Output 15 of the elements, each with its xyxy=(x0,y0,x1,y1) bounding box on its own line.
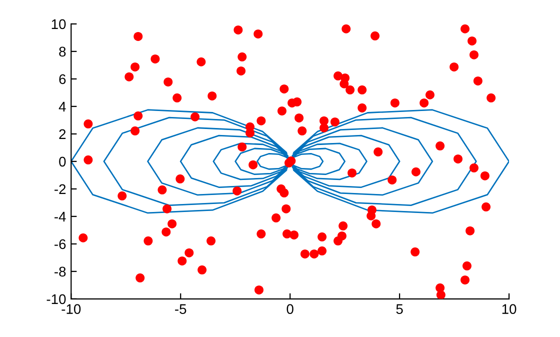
x-tick-label: 0 xyxy=(286,304,294,314)
x-tick-label: 5 xyxy=(396,304,403,314)
y-tick-label: 2 xyxy=(59,129,66,139)
x-tick-label: -5 xyxy=(175,304,186,314)
x-tick-label: 10 xyxy=(502,304,516,314)
y-tick-label: -6 xyxy=(54,239,66,250)
y-tick-label: -10 xyxy=(46,294,66,304)
y-tick-label: 8 xyxy=(59,46,66,57)
y-tick-label: -4 xyxy=(54,212,66,222)
y-tick-label: 6 xyxy=(59,74,66,84)
y-tick-label: 10 xyxy=(52,19,66,30)
y-tick-label: 4 xyxy=(58,102,66,112)
y-tick-label: 0 xyxy=(59,156,66,167)
y-tick-label: -2 xyxy=(54,184,66,194)
y-tick-label: -8 xyxy=(54,266,66,277)
